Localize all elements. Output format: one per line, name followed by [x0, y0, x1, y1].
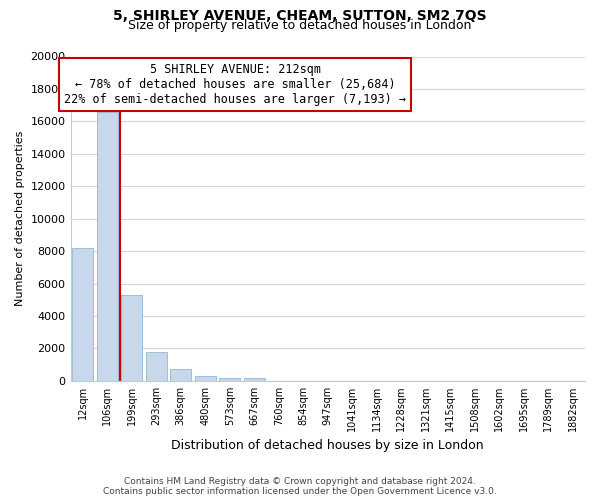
Text: Contains HM Land Registry data © Crown copyright and database right 2024.
Contai: Contains HM Land Registry data © Crown c… [103, 476, 497, 496]
Text: Size of property relative to detached houses in London: Size of property relative to detached ho… [128, 19, 472, 32]
Bar [244, 378, 265, 381]
Y-axis label: Number of detached properties: Number of detached properties [15, 131, 25, 306]
Bar [73, 248, 93, 381]
Text: 5, SHIRLEY AVENUE, CHEAM, SUTTON, SM2 7QS: 5, SHIRLEY AVENUE, CHEAM, SUTTON, SM2 7Q… [113, 9, 487, 23]
Bar [146, 352, 167, 381]
Bar [195, 376, 215, 381]
Bar [220, 378, 240, 381]
X-axis label: Distribution of detached houses by size in London: Distribution of detached houses by size … [172, 440, 484, 452]
Bar [97, 112, 118, 381]
Text: 5 SHIRLEY AVENUE: 212sqm
← 78% of detached houses are smaller (25,684)
22% of se: 5 SHIRLEY AVENUE: 212sqm ← 78% of detach… [64, 63, 406, 106]
Bar [121, 295, 142, 381]
Bar [170, 368, 191, 381]
